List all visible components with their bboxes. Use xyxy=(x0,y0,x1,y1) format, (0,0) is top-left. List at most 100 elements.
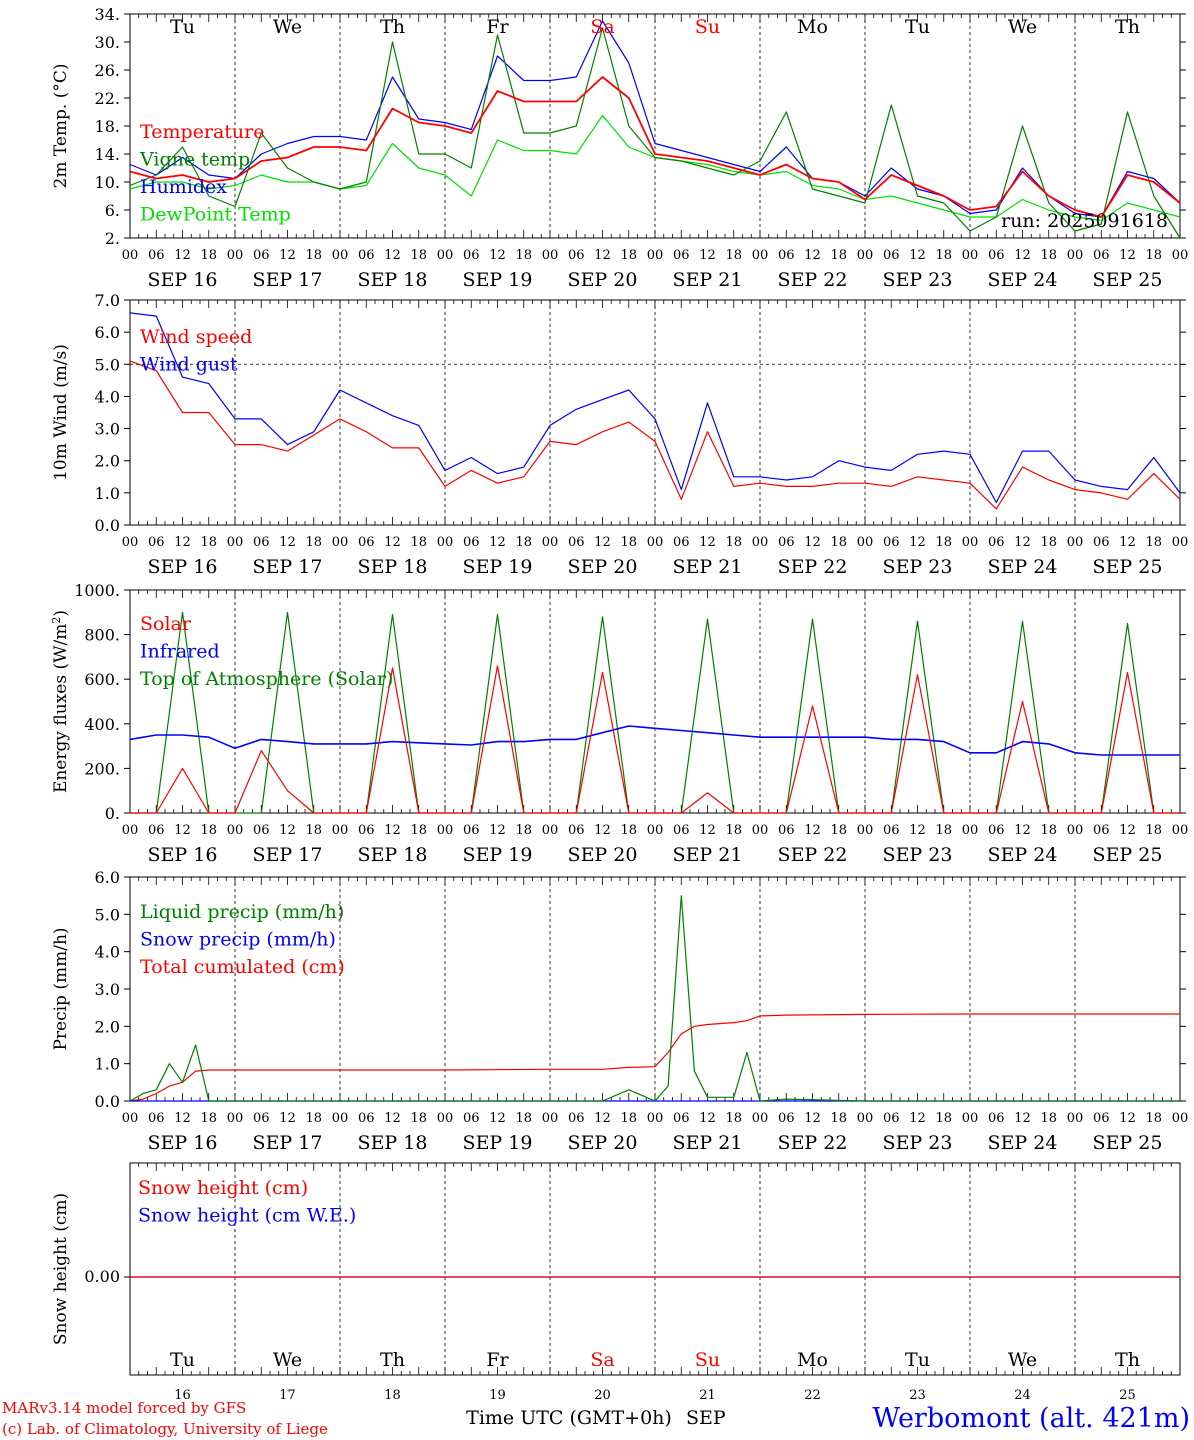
legend-entry: Snow height (cm) xyxy=(138,1177,308,1199)
day-of-week-label: Th xyxy=(1115,1349,1140,1371)
x-hour-label: 06 xyxy=(148,535,165,550)
y-axis-title: 2m Temp. (°C) xyxy=(51,63,71,188)
x-hour-label: 18 xyxy=(305,1111,322,1126)
x-hour-label: 12 xyxy=(174,248,191,263)
y-tick-label: 14. xyxy=(95,145,120,164)
y-tick-label: 1.0 xyxy=(95,1055,120,1074)
x-hour-label: 06 xyxy=(1093,248,1110,263)
panel-1: 2. 6. 10. 14. 18. 22. 26. 30. 34. 2m Temp. (°C) xyxy=(51,5,1186,248)
x-hour-label: 12 xyxy=(594,535,611,550)
credit-line-1: MARv3.14 model forced by GFS xyxy=(2,1399,246,1417)
x-date-label: SEP 20 xyxy=(568,844,638,866)
x-hour-label: 06 xyxy=(148,248,165,263)
x-hour-label: 18 xyxy=(305,535,322,550)
x-hour-label: 06 xyxy=(358,248,375,263)
legend-entry: Top of Atmosphere (Solar) xyxy=(140,668,393,690)
x-hour-label: 12 xyxy=(279,1111,296,1126)
x-hour-label: 00 xyxy=(437,248,454,263)
y-tick-label: 22. xyxy=(95,89,120,108)
x-hour-labels: 00 06 12 18 00 06 12 18 00 06 12 18 00 06 12 18 00 06 12 18… xyxy=(122,248,1189,291)
x-hour-label: 00 xyxy=(962,1111,979,1126)
x-hour-label: 18 xyxy=(200,823,217,838)
x-hour-label: 18 xyxy=(830,823,847,838)
x-hour-label: 18 xyxy=(200,535,217,550)
day-of-week-label: We xyxy=(273,16,302,38)
day-of-week-label: Mo xyxy=(797,1349,828,1371)
y-tick-label: 0.00 xyxy=(84,1267,120,1286)
x-hour-label: 18 xyxy=(410,535,427,550)
day-number-label: 17 xyxy=(279,1388,296,1403)
x-hour-label: 00 xyxy=(752,823,769,838)
x-hour-label: 00 xyxy=(227,823,244,838)
x-hour-label: 18 xyxy=(725,823,742,838)
y-axis-title: Snow height (cm) xyxy=(51,1193,71,1345)
x-hour-label: 00 xyxy=(542,535,559,550)
x-hour-label: 06 xyxy=(988,823,1005,838)
x-date-label: SEP 17 xyxy=(253,269,323,291)
day-of-week-label: Sa xyxy=(590,1349,614,1371)
x-hour-label: 12 xyxy=(804,823,821,838)
x-hour-label: 06 xyxy=(988,535,1005,550)
series-line-temperature xyxy=(129,76,1181,218)
x-hour-label: 18 xyxy=(935,1111,952,1126)
legend-entry: Vigne temp xyxy=(139,149,250,171)
x-hour-label: 00 xyxy=(752,535,769,550)
x-hour-label: 18 xyxy=(1040,1111,1057,1126)
day-of-week-label: We xyxy=(1008,1349,1037,1371)
x-hour-label: 12 xyxy=(594,248,611,263)
legend-entry: Wind speed xyxy=(140,326,252,348)
panel-2: 0.0 1.0 2.0 3.0 4.0 5.0 6.0 7.0 10m Wind (m/s) xyxy=(51,291,1186,535)
x-date-label: SEP 24 xyxy=(988,1132,1058,1154)
x-hour-label: 12 xyxy=(1119,248,1136,263)
x-hour-label: 18 xyxy=(200,1111,217,1126)
day-of-week-label: Tu xyxy=(170,1349,195,1371)
x-date-label: SEP 16 xyxy=(148,269,218,291)
series-line-wind-gust xyxy=(129,312,1181,504)
x-hour-label: 18 xyxy=(1145,248,1162,263)
x-hour-label: 06 xyxy=(358,823,375,838)
x-date-label: SEP 22 xyxy=(778,269,848,291)
y-tick-label: 26. xyxy=(95,61,120,80)
x-hour-label: 12 xyxy=(804,248,821,263)
x-hour-label: 06 xyxy=(673,1111,690,1126)
x-date-label: SEP 20 xyxy=(568,269,638,291)
y-tick-label: 4.0 xyxy=(95,943,120,962)
month-label: SEP xyxy=(686,1407,726,1429)
x-hour-label: 06 xyxy=(778,1111,795,1126)
x-hour-label: 18 xyxy=(1145,535,1162,550)
x-hour-label: 12 xyxy=(1119,1111,1136,1126)
day-of-week-label: Th xyxy=(380,1349,405,1371)
day-of-week-label: Sa xyxy=(590,16,614,38)
day-of-week-label: Tu xyxy=(905,16,930,38)
x-hour-label: 00 xyxy=(227,1111,244,1126)
x-hour-label: 18 xyxy=(830,1111,847,1126)
x-hour-label: 12 xyxy=(1014,248,1031,263)
x-hour-label: 18 xyxy=(305,823,322,838)
x-hour-label: 06 xyxy=(568,1111,585,1126)
x-hour-label: 12 xyxy=(909,535,926,550)
series-line-liquid-precip-mm-h- xyxy=(129,895,1180,1102)
day-of-week-label: Su xyxy=(695,1349,720,1371)
x-hour-label: 06 xyxy=(463,823,480,838)
legend-entry: Wind gust xyxy=(140,354,238,376)
y-tick-label: 200. xyxy=(84,759,120,778)
day-number-label: 24 xyxy=(1014,1388,1031,1403)
x-hour-label: 00 xyxy=(857,823,874,838)
x-date-label: SEP 25 xyxy=(1093,844,1163,866)
x-hour-label: 00 xyxy=(1172,1111,1189,1126)
x-hour-label: 12 xyxy=(699,535,716,550)
x-hour-label: 06 xyxy=(778,823,795,838)
x-hour-label: 00 xyxy=(122,248,139,263)
y-tick-label: 400. xyxy=(84,715,120,734)
series-group: Temperature Vigne temp Humidex DewPoint Tem… xyxy=(129,20,1181,239)
x-hour-label: 18 xyxy=(410,248,427,263)
x-hour-label: 00 xyxy=(962,248,979,263)
x-date-label: SEP 23 xyxy=(883,269,953,291)
day-number-label: 16 xyxy=(174,1388,191,1403)
y-tick-label: 3.0 xyxy=(95,420,120,439)
x-hour-label: 18 xyxy=(410,823,427,838)
x-hour-label: 00 xyxy=(752,1111,769,1126)
x-date-label: SEP 24 xyxy=(988,844,1058,866)
y-tick-label: 6.0 xyxy=(95,868,120,887)
x-hour-label: 18 xyxy=(515,823,532,838)
